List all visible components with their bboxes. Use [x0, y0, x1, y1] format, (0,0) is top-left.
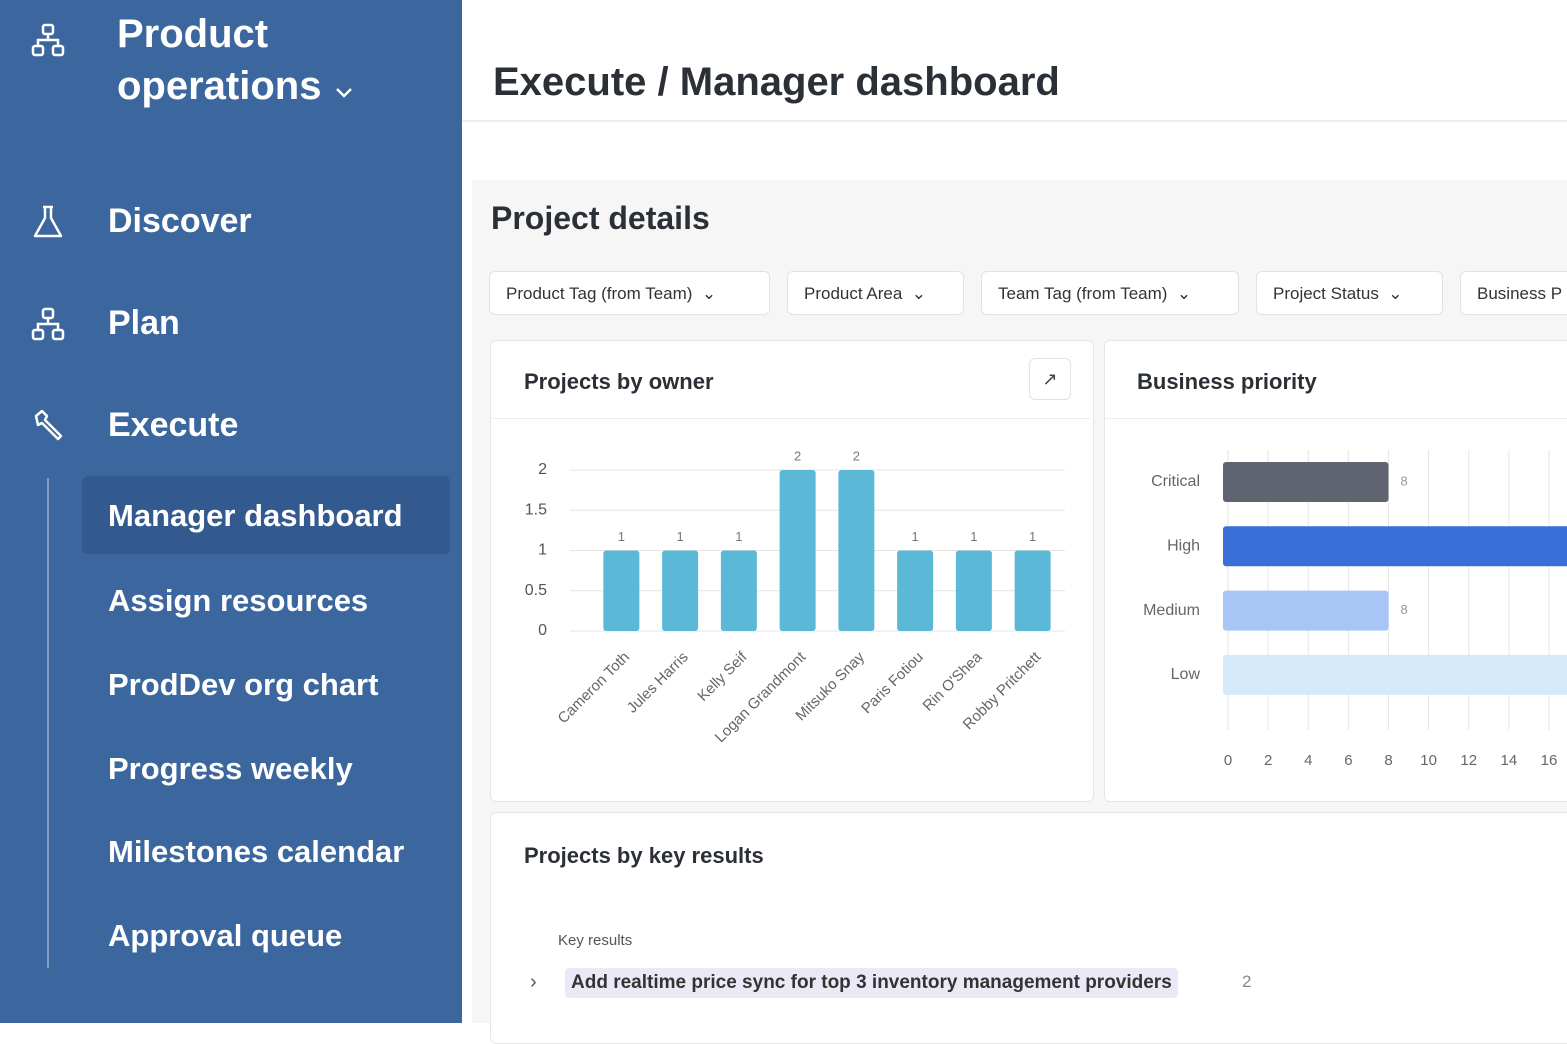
filter-label: Project Status [1273, 284, 1379, 303]
x-tick-label: 10 [1420, 752, 1437, 769]
y-tick-label: 2 [538, 461, 547, 478]
workspace-icon [31, 23, 65, 57]
data-label: 8 [1401, 473, 1408, 488]
bar [1014, 550, 1051, 631]
data-label: 1 [677, 529, 684, 544]
data-label: 1 [970, 529, 977, 544]
filter-label: Team Tag (from Team) [998, 284, 1168, 303]
data-label: 1 [735, 529, 742, 544]
bar [838, 470, 875, 631]
filter[interactable]: Project Status ⌄ [1256, 271, 1443, 315]
header: Execute / Manager dashboard [462, 0, 1567, 122]
x-tick-label: 6 [1344, 752, 1352, 769]
nav-subitem[interactable]: Assign resources [108, 583, 369, 618]
x-tick-label: 0 [1224, 752, 1232, 769]
selected-bg [82, 476, 450, 554]
filter-label: Business P [1477, 284, 1563, 303]
nav-item[interactable]: Plan [108, 304, 180, 342]
workspace-name: Product operations [117, 12, 322, 108]
y-tick-label: 1.5 [525, 501, 547, 518]
data-label: 1 [1029, 529, 1036, 544]
card-title: Business priority [1137, 369, 1317, 394]
data-label: 2 [794, 448, 801, 463]
filter[interactable]: Business P [1460, 271, 1567, 315]
key-result-label[interactable]: Add realtime price sync for top 3 invent… [565, 968, 1178, 998]
nav-subitem[interactable]: Manager dashboard [108, 498, 403, 533]
card [1104, 340, 1567, 802]
data-label: 2 [853, 448, 860, 463]
y-tick-label: 1 [538, 542, 547, 559]
bar [720, 550, 757, 631]
y-tick-label: 0.5 [525, 582, 547, 599]
card-title: Projects by owner [524, 369, 714, 394]
x-tick-label: 2 [1264, 752, 1272, 769]
bar [662, 550, 699, 631]
x-tick-label: 12 [1460, 752, 1477, 769]
data-label: 8 [1401, 602, 1408, 617]
bar [1223, 654, 1567, 695]
y-tick-label: 0 [538, 622, 547, 639]
filter[interactable]: Product Tag (from Team) ⌄ [489, 271, 770, 315]
nav-subitem[interactable]: Milestones calendar [108, 834, 405, 869]
sidebar: Product operations Discover Plan Execute… [0, 0, 462, 1023]
card-title: Projects by key results [524, 843, 764, 868]
filter[interactable]: Team Tag (from Team) ⌄ [981, 271, 1239, 315]
bar [897, 550, 934, 631]
nav-subitem[interactable]: Progress weekly [108, 751, 353, 786]
data-label: 1 [618, 529, 625, 544]
x-tick-label: 16 [1541, 752, 1558, 769]
expand-button[interactable]: ↗ [1029, 358, 1071, 400]
x-tick-label: Jules Harris [624, 649, 692, 717]
key-result-count: 2 [1242, 972, 1252, 991]
page-title: Execute / Manager dashboard [493, 60, 1060, 104]
execute-icon [34, 409, 63, 441]
divider [1105, 418, 1567, 419]
x-tick-label: Cameron Toth [555, 649, 633, 727]
x-tick-label: 14 [1501, 752, 1518, 769]
column-header: Key results [558, 932, 633, 949]
y-tick-label: High [1167, 538, 1200, 555]
discover-icon [33, 205, 63, 238]
x-tick-label: Kelly Seif [694, 648, 751, 705]
bar [955, 550, 992, 631]
section-title: Project details [491, 200, 710, 236]
bar [603, 550, 640, 631]
plan-icon [31, 307, 65, 341]
y-tick-label: Low [1171, 666, 1201, 683]
nav-item[interactable]: Execute [108, 406, 239, 444]
bar [1223, 526, 1567, 567]
x-tick-label: Paris Fotiou [858, 649, 927, 718]
data-label: 1 [912, 529, 919, 544]
x-tick-label: 8 [1384, 752, 1392, 769]
y-tick-label: Medium [1143, 602, 1200, 619]
bar [1223, 590, 1389, 631]
filter-label: Product Area [804, 284, 903, 303]
card [490, 812, 1567, 1044]
charts: 0 0.5 1 1.5 2 1 Cameron Toth 1 Jules Harris 1 Kell… [525, 448, 1567, 769]
nav-rail [47, 478, 49, 968]
divider [491, 418, 1091, 419]
nav-subitem[interactable]: Approval queue [108, 918, 343, 953]
y-tick-label: Critical [1151, 473, 1200, 490]
chevron [335, 88, 352, 98]
expand-row[interactable]: › [530, 971, 537, 993]
nav-item[interactable]: Discover [108, 202, 252, 240]
x-tick-label: 4 [1304, 752, 1312, 769]
nav-subitem[interactable]: ProdDev org chart [108, 667, 379, 702]
filter-label: Product Tag (from Team) [506, 284, 693, 303]
bar [1223, 462, 1389, 502]
workspace-switcher[interactable]: Product operations [117, 8, 417, 112]
filter[interactable]: Product Area ⌄ [787, 271, 964, 315]
bar [779, 470, 816, 631]
